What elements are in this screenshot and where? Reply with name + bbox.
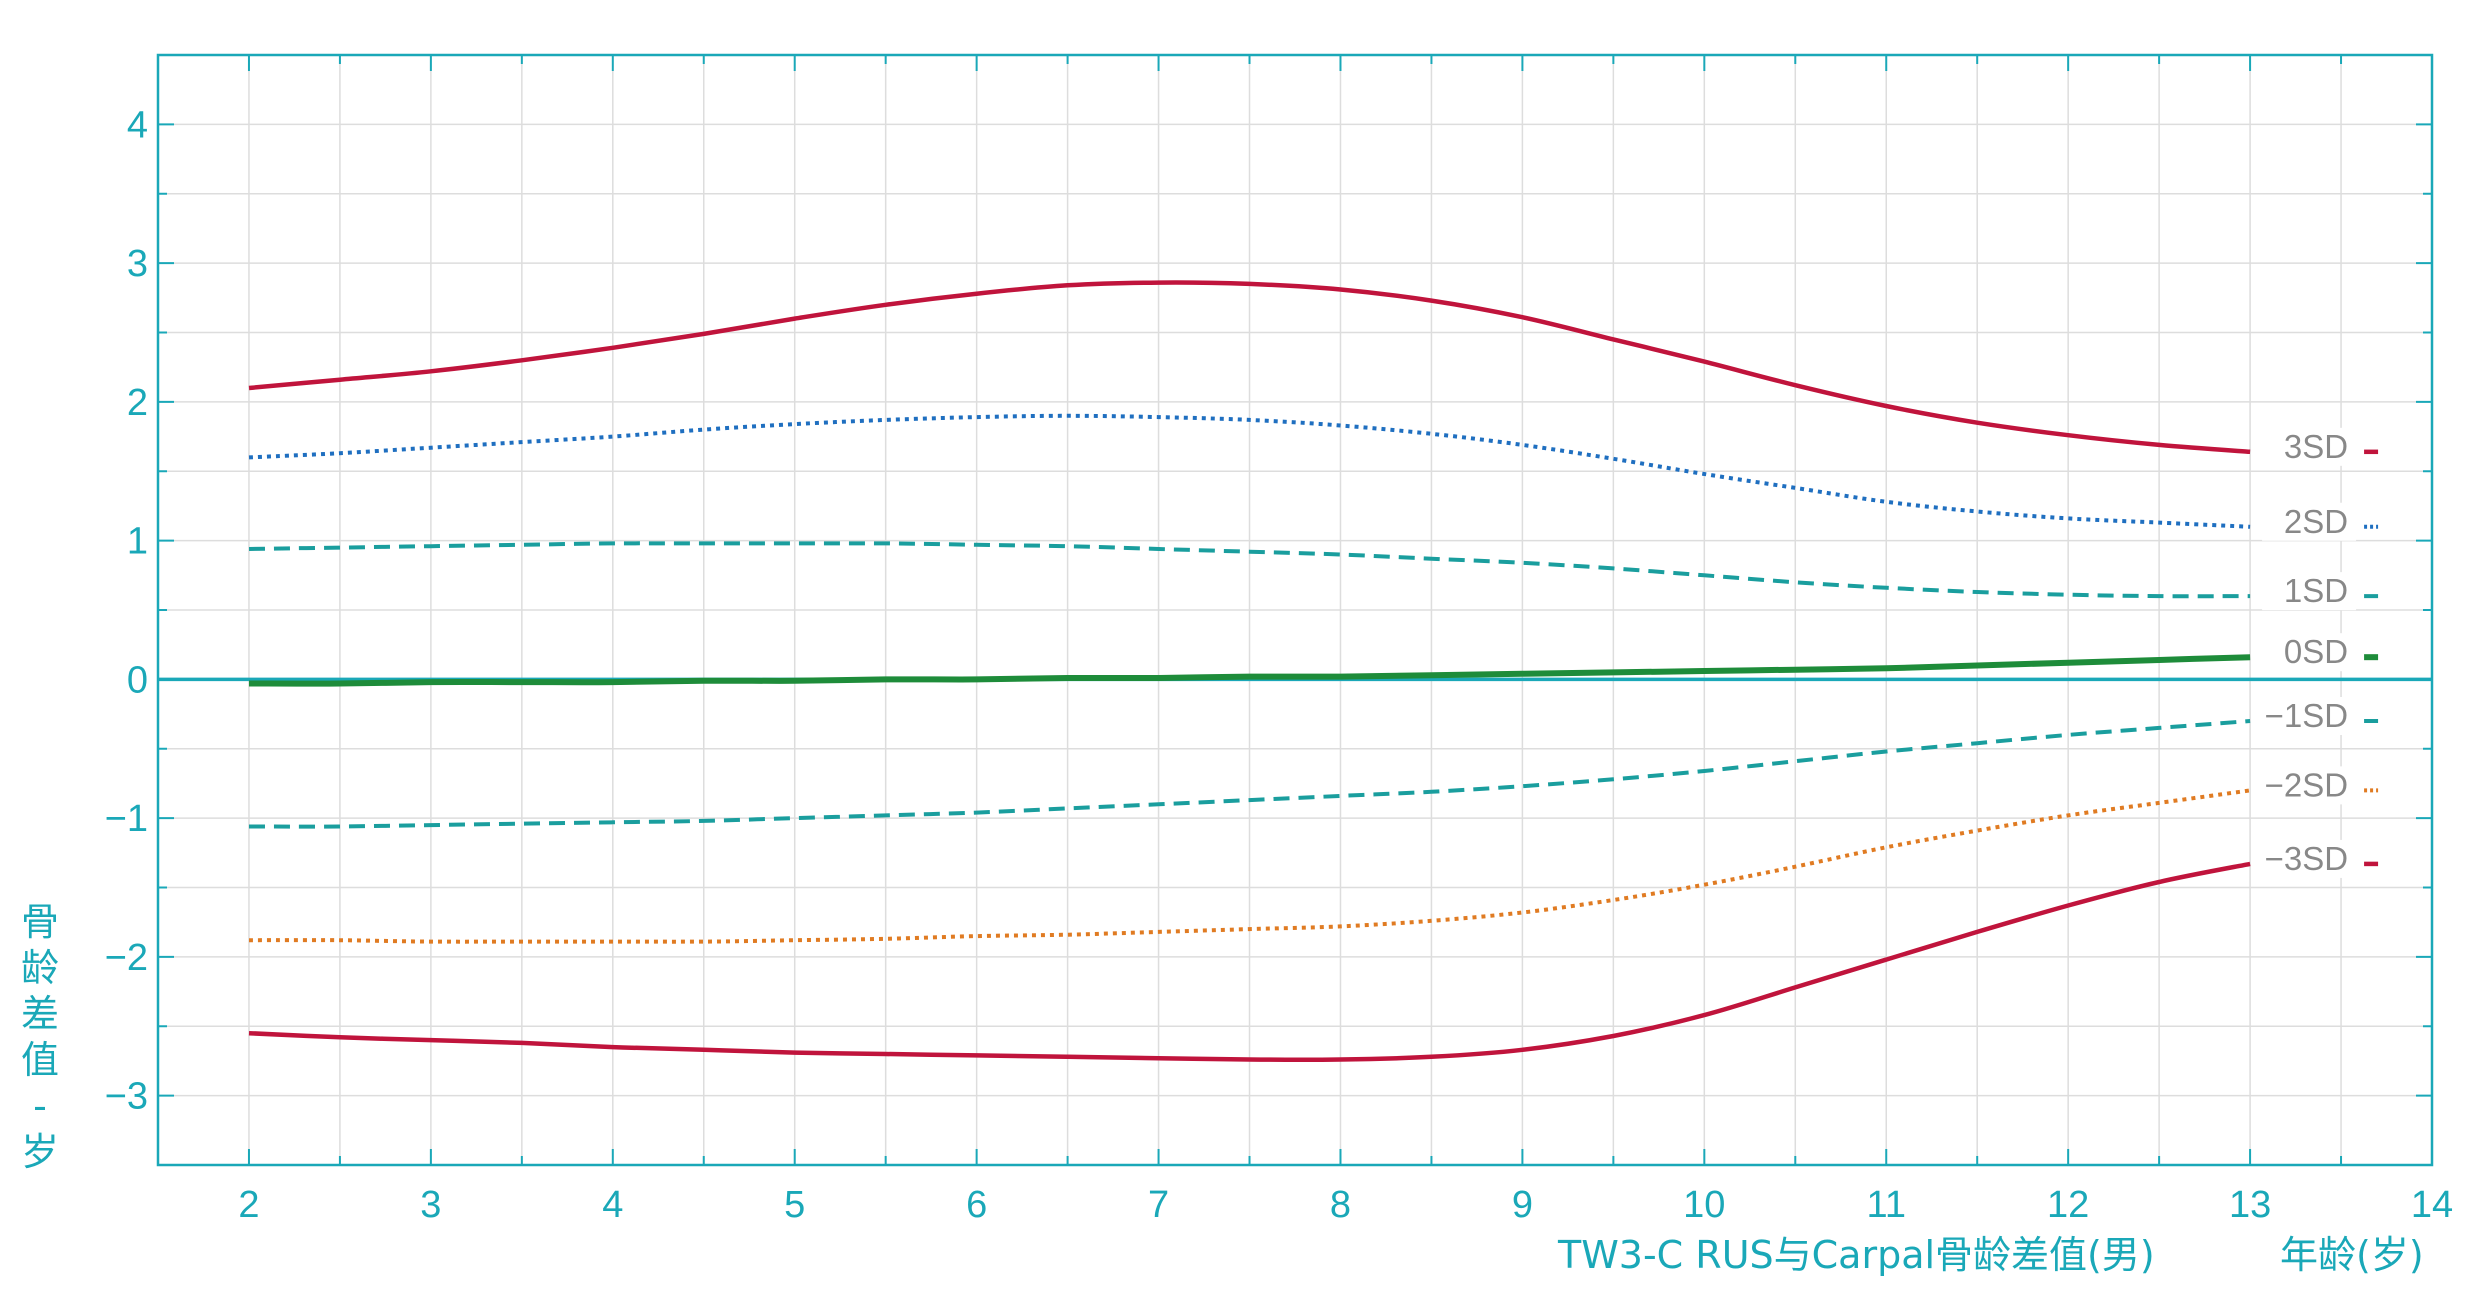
sd-label--1sd: −1SD: [2265, 697, 2348, 734]
sd-label-backing: [2262, 502, 2357, 541]
x-tick-label: 6: [966, 1184, 987, 1226]
x-tick-label: 9: [1512, 1184, 1533, 1226]
sd-label-backing: [2262, 766, 2357, 805]
y-tick-label: 4: [127, 104, 148, 146]
series-line--1sd: [248, 719, 2251, 829]
y-axis-label-char: 岁: [21, 1130, 59, 1174]
sd-label-backing: [2262, 572, 2357, 611]
x-tick-label: 11: [1867, 1184, 1906, 1226]
series-line--2sd: [248, 788, 2251, 944]
y-tick-label: 1: [127, 521, 148, 563]
sd-label-1sd: 1SD: [2284, 572, 2348, 609]
x-tick-label: 2: [238, 1184, 259, 1226]
x-tick-label: 7: [1148, 1184, 1169, 1226]
sd-label-3sd: 3SD: [2284, 428, 2348, 465]
y-tick-label: −1: [105, 798, 148, 840]
x-axis-label: 年龄(岁): [2280, 1233, 2424, 1277]
grid: [158, 54, 2433, 1166]
y-tick-label: −3: [105, 1076, 148, 1118]
sd-label--3sd: −3SD: [2265, 840, 2348, 877]
sd-label-backing: [2262, 839, 2357, 878]
y-axis-label-char: 骨: [21, 900, 59, 944]
x-tick-label: 13: [2229, 1184, 2271, 1226]
x-tick-label: 3: [420, 1184, 441, 1226]
series-line--3sd: [248, 861, 2251, 1063]
y-axis-label-char: 差: [21, 992, 59, 1036]
y-axis-label-char: 值: [21, 1038, 59, 1082]
series-line-3sd: [248, 280, 2251, 455]
x-tick-label: 4: [602, 1184, 623, 1226]
x-tick-label: 8: [1330, 1184, 1351, 1226]
x-tick-label: 5: [784, 1184, 805, 1226]
x-tick-label: 10: [1683, 1184, 1725, 1226]
series-line-0sd: [248, 654, 2251, 687]
sd-label--2sd: −2SD: [2265, 766, 2348, 803]
sd-label-backing: [2262, 697, 2357, 735]
series-line-1sd: [248, 541, 2251, 599]
series-lines: [248, 280, 2251, 1063]
sd-label-2sd: 2SD: [2284, 503, 2348, 540]
series-line-2sd: [248, 413, 2251, 529]
y-axis-label-char: 龄: [21, 946, 59, 990]
x-tick-label: 12: [2047, 1184, 2089, 1226]
y-tick-label: 3: [127, 243, 148, 285]
y-tick-label: 2: [127, 382, 148, 424]
y-axis-label-char: -: [33, 1084, 47, 1128]
sd-label-backing: [2262, 633, 2357, 672]
x-tick-label: 14: [2411, 1184, 2453, 1226]
sd-label-0sd: 0SD: [2284, 633, 2348, 670]
y-tick-label: −2: [105, 937, 148, 979]
y-tick-label: 0: [127, 659, 148, 701]
captions: TW3-C RUS与Carpal骨龄差值(男) 年龄(岁) 骨龄差值-岁: [21, 900, 2424, 1277]
sd-label-backing: [2262, 427, 2357, 466]
sd-labels: 3SD 2SD 1SD 0SD −1SD −2SD −3SD: [2262, 427, 2379, 878]
chart-title: TW3-C RUS与Carpal骨龄差值(男): [1557, 1233, 2155, 1277]
